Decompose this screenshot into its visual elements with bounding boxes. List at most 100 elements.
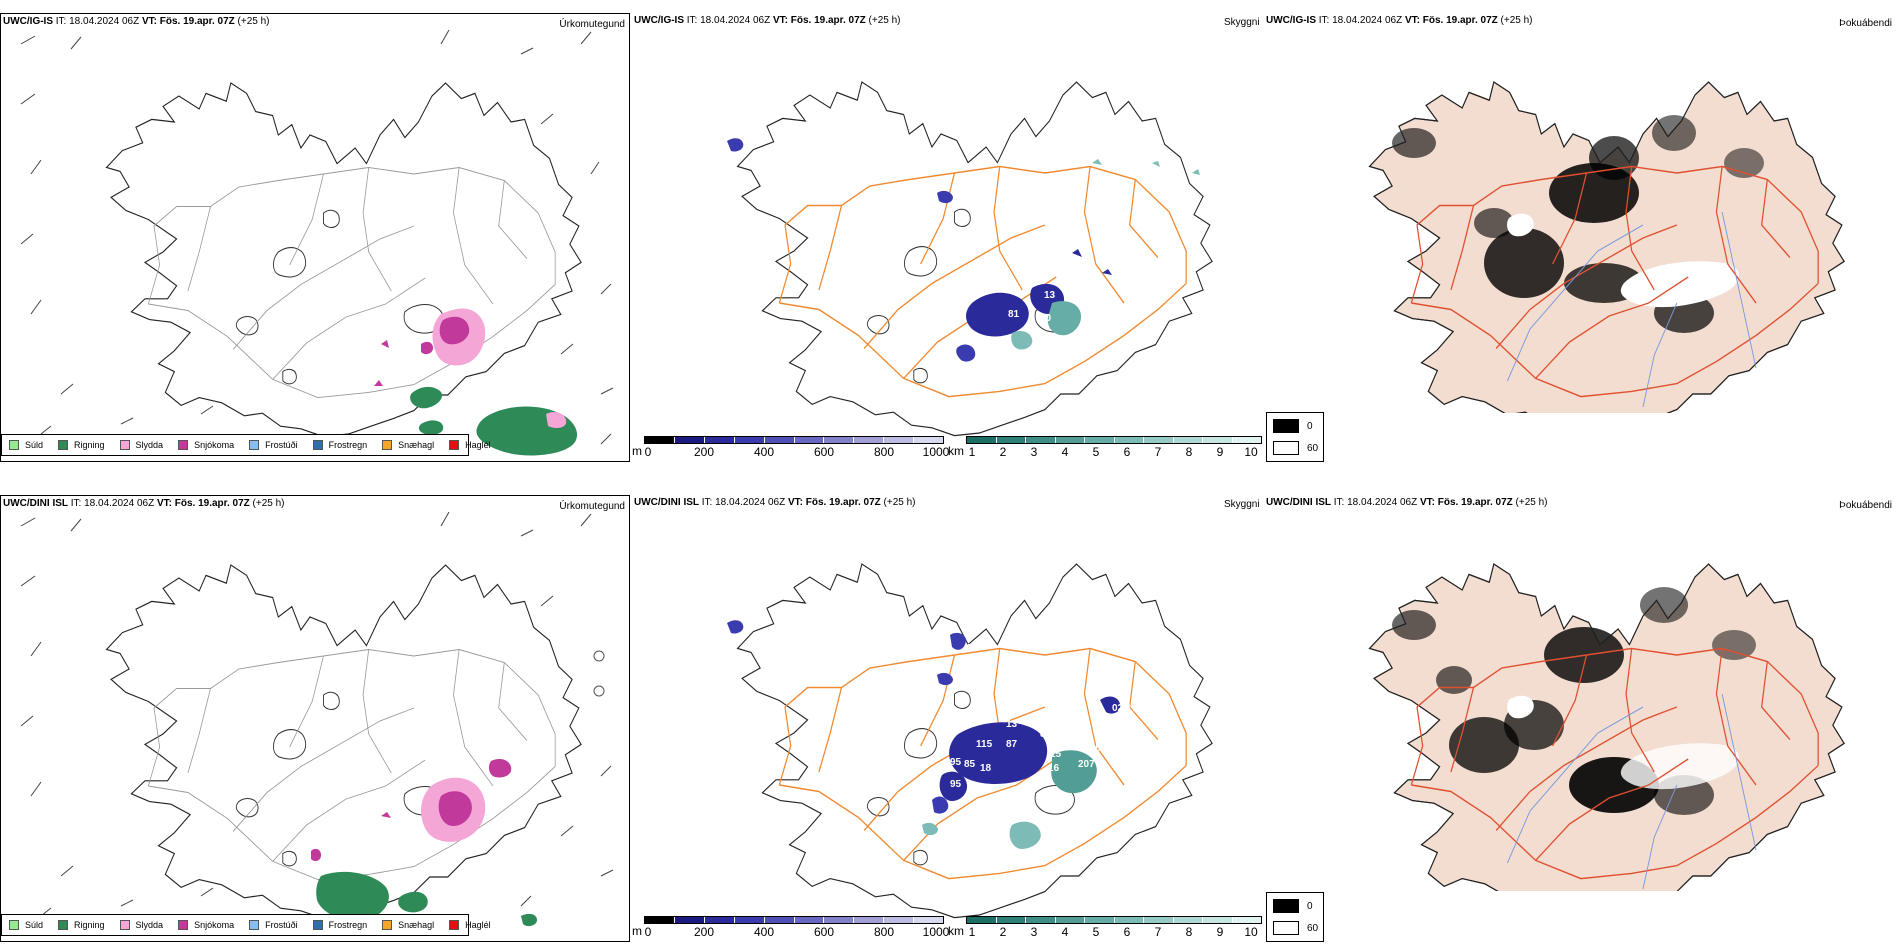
legend-item-snow-pellets: Snæhagl — [382, 920, 434, 930]
legend-item-freezing-rain: Frostregn — [312, 920, 367, 930]
colorbar-tick: 5 — [1092, 925, 1100, 939]
colorbar-tick: 400 — [753, 445, 775, 459]
colorbar-tick: 6 — [1123, 445, 1131, 459]
panel-title: UWC/DINI ISL IT: 18.04.2024 06Z VT: Fös.… — [634, 497, 916, 508]
ceiling-value-label: 16 — [1048, 763, 1060, 774]
colorbar-tick: 1 — [968, 445, 976, 459]
ceiling-value-label: 28 — [1084, 302, 1096, 313]
glacier-white — [1507, 213, 1739, 308]
panel-title: UWC/DINI ISL IT: 18.04.2024 06Z VT: Fös.… — [1266, 497, 1548, 508]
variable-name: Þokuábendi — [1839, 500, 1892, 511]
land-area — [1368, 81, 1845, 413]
variable-name: Skyggni — [1224, 17, 1260, 28]
ceiling-value-label: 85 — [964, 759, 976, 770]
fog-map-top — [1368, 81, 1845, 413]
fog-panel-bottom: UWC/DINI ISL IT: 18.04.2024 06Z VT: Fös.… — [1264, 495, 1900, 891]
panel-title: UWC/DINI ISL IT: 18.04.2024 06Z VT: Fös.… — [3, 498, 285, 509]
ceiling-value-label: 17 — [1126, 703, 1138, 714]
colorbar-unit: km — [948, 924, 964, 938]
ceiling-value-label: 95 — [950, 757, 962, 768]
colorbar-tick: 6 — [1123, 925, 1131, 939]
colorbar-tick: 3 — [1030, 445, 1038, 459]
ceiling-value-label: 17 — [980, 659, 992, 670]
colorbar-tick: 10 — [1244, 925, 1258, 939]
calm-circles — [593, 650, 605, 697]
colorbar-tick: 0 — [644, 925, 652, 939]
ceiling-colorbar: m 0 200 400 600 800 1000 — [632, 916, 949, 940]
fog-legend-label: 60 — [1307, 922, 1319, 934]
fog-legend-top: 0 60 — [1266, 412, 1324, 462]
colorbar-tick: 0 — [644, 445, 652, 459]
ceiling-value-label: 02 — [1112, 703, 1124, 714]
colorbar-tick: 800 — [873, 445, 895, 459]
colorbar-tick: 7 — [1154, 445, 1162, 459]
legend-item-rain: Rigning — [58, 440, 105, 450]
panel-title: UWC/IG-IS IT: 18.04.2024 06Z VT: Fös. 19… — [3, 16, 270, 27]
low-ceiling-areas — [727, 138, 1200, 362]
ceiling-value-label: 13 — [1006, 719, 1018, 730]
visibility-map-top: 13 81 90 28 — [727, 81, 1213, 437]
colorbar-tick: 8 — [1185, 925, 1193, 939]
ceiling-value-label: 115 — [976, 739, 993, 750]
precip-type-legend: Súld Rigning Slydda Snjókoma Frostúði Fr… — [1, 434, 491, 456]
legend-item-drizzle: Súld — [9, 920, 43, 930]
ceiling-colorbar: m 0 200 400 600 800 1000 — [632, 436, 949, 460]
ceiling-value-label: 13 — [1044, 290, 1056, 301]
legend-item-snow: Snjókoma — [178, 920, 234, 930]
visibility-panel-top: 13 81 90 28 UWC/IG-IS IT: 18.04.2024 06Z… — [632, 13, 1262, 462]
colorbar-tick: 3 — [1030, 925, 1038, 939]
ceiling-value-label: 18 — [980, 763, 992, 774]
colorbar-tick: 200 — [693, 445, 715, 459]
legend-item-freezing-drizzle: Frostúði — [249, 920, 298, 930]
precip-areas — [311, 759, 537, 927]
colorbar-tick: 1000 — [922, 925, 950, 939]
ceiling-value-label: 95 — [950, 779, 962, 790]
rivers — [1506, 693, 1757, 890]
colorbar-tick: 5 — [1092, 445, 1100, 459]
legend-item-sleet: Slydda — [119, 920, 163, 930]
precip-areas — [374, 308, 578, 456]
colorbar-unit: km — [948, 444, 964, 458]
ceiling-value-label: 16 — [966, 643, 978, 654]
colorbar-tick: 7 — [1154, 925, 1162, 939]
ceiling-value-label: 146 — [1084, 743, 1101, 754]
colorbar-tick: 9 — [1216, 925, 1224, 939]
ceiling-value-label: 87 — [1040, 729, 1052, 740]
colorbar-tick: 8 — [1185, 445, 1193, 459]
legend-item-snow: Snjókoma — [178, 440, 234, 450]
precip-map-bottom — [20, 511, 614, 927]
colorbar-tick: 600 — [813, 445, 835, 459]
precip-panel-top: UWC/IG-IS IT: 18.04.2024 06Z VT: Fös. 19… — [0, 13, 630, 462]
fog-legend-label: 0 — [1307, 900, 1313, 912]
ceiling-value-label: 81 — [1008, 309, 1020, 320]
colorbar-tick: 200 — [693, 925, 715, 939]
variable-name: Úrkomutegund — [559, 19, 625, 30]
ceiling-value-label: 90 — [1040, 313, 1052, 324]
legend-item-sleet: Slydda — [119, 440, 163, 450]
fog-legend-label: 0 — [1307, 420, 1313, 432]
colorbar-tick: 400 — [753, 925, 775, 939]
precip-panel-bottom: UWC/DINI ISL IT: 18.04.2024 06Z VT: Fös.… — [0, 495, 630, 942]
colorbar-tick: 1000 — [922, 445, 950, 459]
variable-name: Skyggni — [1224, 499, 1260, 510]
colorbar-unit: m — [632, 924, 642, 938]
visibility-panel-bottom: 16 17 13 87 15 87 115 95 85 18 16 95 207… — [632, 495, 1262, 942]
rivers — [1506, 211, 1757, 408]
precip-map-top — [20, 29, 614, 456]
legend-item-freezing-rain: Frostregn — [312, 440, 367, 450]
legend-item-rain: Rigning — [58, 920, 105, 930]
colorbar-tick: 800 — [873, 925, 895, 939]
precip-type-legend: Súld Rigning Slydda Snjókoma Frostúði Fr… — [1, 914, 491, 936]
fog-legend-bottom: 0 60 — [1266, 892, 1324, 942]
ceiling-value-label: 207 — [1078, 759, 1095, 770]
colorbar-unit: m — [632, 444, 642, 458]
legend-item-hail: Haglél — [449, 920, 491, 930]
colorbar-tick: 1 — [968, 925, 976, 939]
visibility-map-bottom: 16 17 13 87 15 87 115 95 85 18 16 95 207… — [727, 563, 1213, 919]
ceiling-value-label: 87 — [1006, 739, 1018, 750]
panel-title: UWC/IG-IS IT: 18.04.2024 06Z VT: Fös. 19… — [634, 15, 901, 26]
panel-title: UWC/IG-IS IT: 18.04.2024 06Z VT: Fös. 19… — [1266, 15, 1533, 26]
variable-name: Þokuábendi — [1839, 18, 1892, 29]
fog-map-bottom — [1368, 563, 1845, 891]
legend-item-snow-pellets: Snæhagl — [382, 440, 434, 450]
